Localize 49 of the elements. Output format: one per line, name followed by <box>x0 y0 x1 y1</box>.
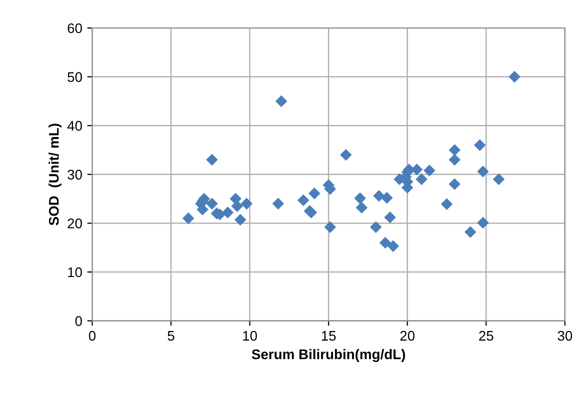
y-axis-title: SOD (Unit/ mL) <box>48 124 62 226</box>
point <box>234 214 246 226</box>
point <box>440 198 453 210</box>
point <box>324 221 336 233</box>
point <box>448 154 461 166</box>
point <box>477 216 489 229</box>
point <box>477 166 489 178</box>
point <box>474 139 486 152</box>
point <box>492 173 505 186</box>
y-tick-label: 20 <box>68 218 82 228</box>
point <box>508 70 520 83</box>
y-tick-label: 60 <box>68 23 82 34</box>
point <box>240 198 253 210</box>
point <box>206 154 218 166</box>
y-tick-label: 10 <box>68 267 82 278</box>
point <box>424 164 436 176</box>
point <box>373 190 385 202</box>
x-tick-label: 10 <box>243 330 257 341</box>
point <box>380 192 393 204</box>
point <box>464 226 476 238</box>
point <box>448 144 461 156</box>
point <box>370 221 382 233</box>
x-tick-label: 5 <box>168 331 174 341</box>
y-tick-label: 0 <box>75 316 82 326</box>
point <box>416 173 428 186</box>
point <box>206 198 218 210</box>
x-tick-label: 0 <box>88 330 96 341</box>
point <box>231 200 244 212</box>
x-tick-label: 30 <box>558 330 572 341</box>
x-tick-label: 15 <box>322 331 336 341</box>
point <box>275 95 288 108</box>
point <box>448 178 461 190</box>
point <box>340 148 352 161</box>
y-tick-label: 40 <box>67 120 82 131</box>
point <box>222 206 234 218</box>
point <box>356 202 368 214</box>
point <box>354 192 366 204</box>
point <box>379 236 392 249</box>
point <box>308 188 320 200</box>
point <box>297 194 310 206</box>
point <box>387 240 400 252</box>
x-tick-label: 25 <box>479 330 494 341</box>
point <box>272 198 284 210</box>
y-tick-label: 50 <box>68 72 82 82</box>
point <box>182 212 194 224</box>
y-tick-label: 30 <box>68 170 82 180</box>
point <box>384 211 396 224</box>
x-tick-label: 20 <box>400 330 415 341</box>
x-axis-title: Serum Bilirubin(mg/dL) <box>252 349 406 362</box>
